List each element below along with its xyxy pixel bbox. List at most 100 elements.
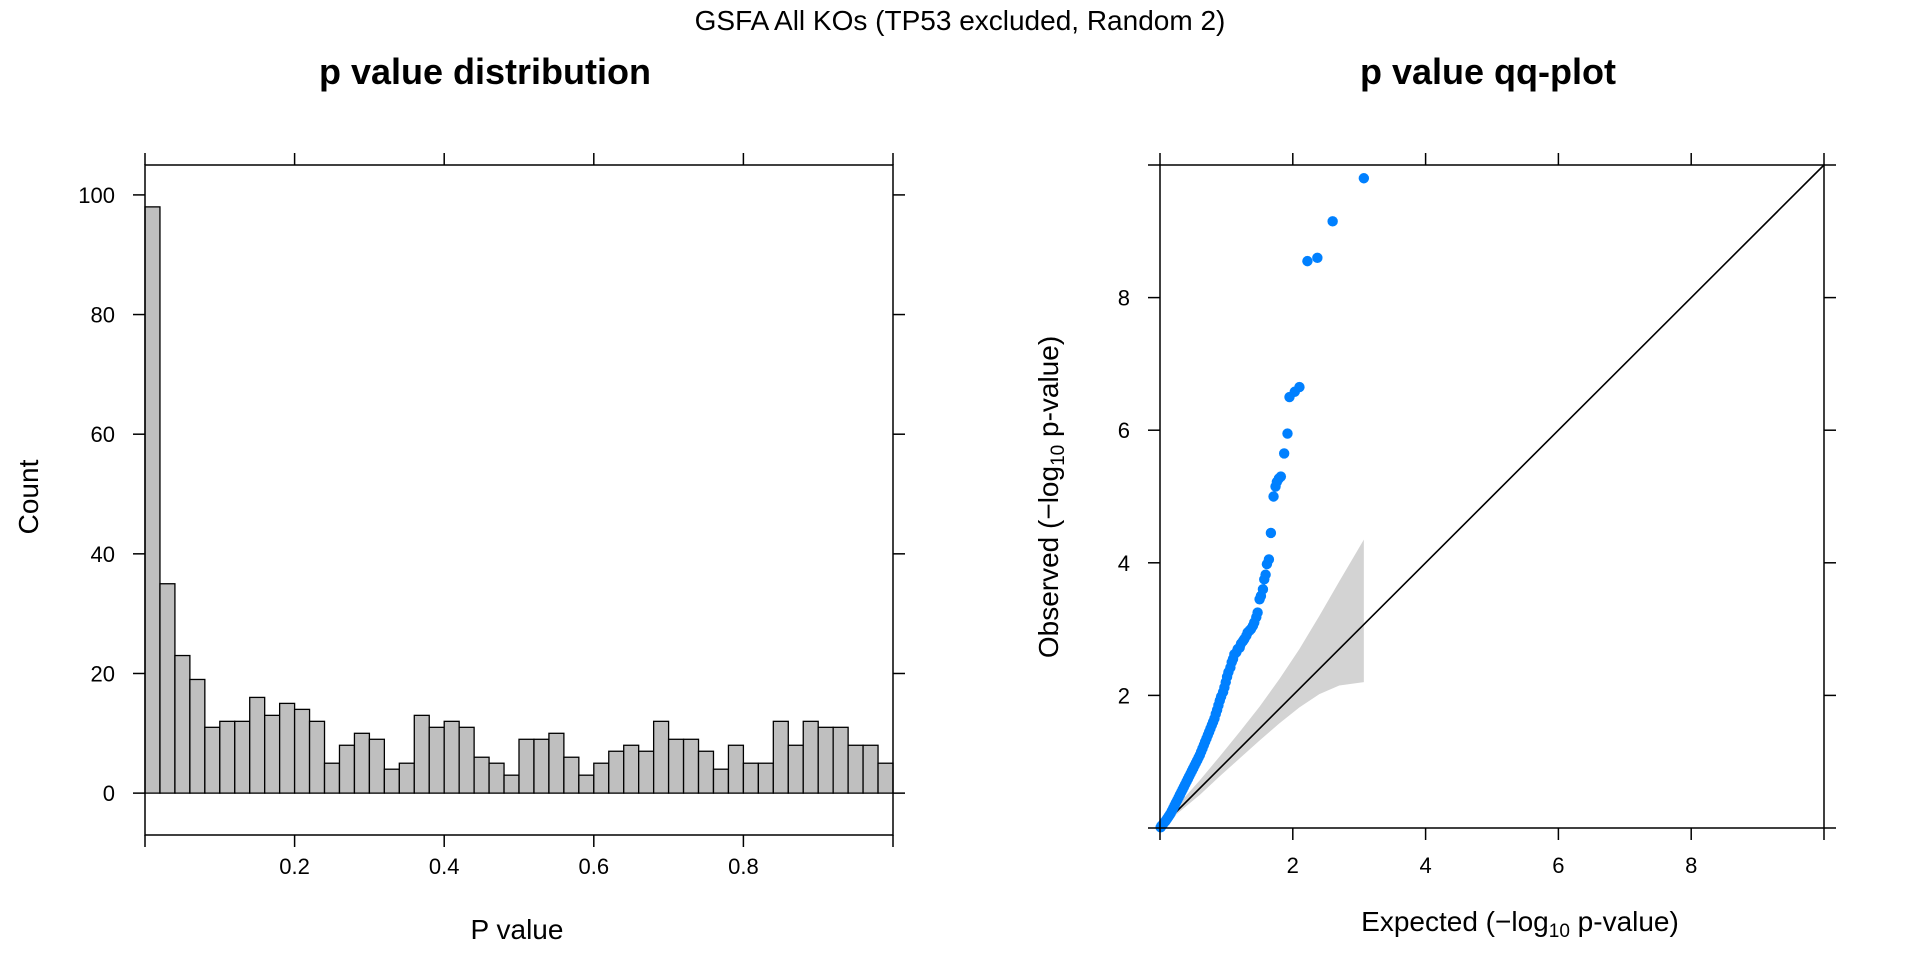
histogram-bar xyxy=(443,720,460,794)
qqplot-point xyxy=(1259,574,1270,585)
histogram-bar xyxy=(548,732,565,794)
histogram-plot-frame xyxy=(144,164,894,836)
qqplot-x-label-log: log xyxy=(1511,906,1548,937)
qqplot-x-label-minus: − xyxy=(1495,906,1511,937)
histogram-bar xyxy=(189,678,206,794)
qqplot-y-tick-label: 4 xyxy=(1118,551,1130,576)
histogram-x-tick-label: 0.4 xyxy=(429,854,460,879)
histogram-bar xyxy=(832,726,849,794)
histogram-bar xyxy=(563,756,580,794)
histogram-bar xyxy=(398,762,415,794)
histogram-bar xyxy=(623,744,640,794)
histogram-bar xyxy=(488,762,505,794)
histogram-axes: 0.2 0.4 0.6 0.8 0 20 40 60 80 100 xyxy=(78,153,905,879)
histogram-bar xyxy=(353,732,371,794)
histogram-bar xyxy=(757,762,774,794)
histogram-bar xyxy=(608,750,625,794)
qqplot-y-tick-label: 6 xyxy=(1118,418,1130,443)
qqplot-point xyxy=(1327,216,1338,227)
qqplot-point xyxy=(1278,448,1290,459)
qqplot-point xyxy=(1268,491,1279,502)
histogram-bar xyxy=(458,726,475,794)
histogram-bar xyxy=(234,720,251,794)
histogram-bar xyxy=(278,702,296,794)
qqplot-x-axis-label: Expected (−log10 p-value) xyxy=(1361,906,1679,942)
histogram-bar xyxy=(219,720,236,794)
histogram-y-tick-label: 60 xyxy=(91,422,115,447)
histogram-bar xyxy=(533,738,550,794)
histogram-bar xyxy=(338,744,356,794)
histogram-title: p value distribution xyxy=(319,51,651,92)
histogram-bar xyxy=(323,762,341,794)
histogram-bar xyxy=(293,708,311,794)
histogram-bar xyxy=(428,726,445,794)
histogram-x-tick-label: 0.8 xyxy=(728,854,759,879)
histogram-bar xyxy=(862,744,879,794)
histogram-bar xyxy=(593,762,610,794)
histogram-bar xyxy=(159,583,176,794)
qqplot-point xyxy=(1284,391,1295,403)
qqplot-y-label-part: Observed ( xyxy=(1033,519,1064,658)
qqplot-point xyxy=(1358,173,1370,184)
qqplot-confidence-band xyxy=(1160,539,1364,828)
histogram-y-tick-label: 0 xyxy=(103,781,115,806)
histogram-y-tick-label: 100 xyxy=(78,183,115,208)
histogram-bar xyxy=(742,762,760,794)
histogram-bar xyxy=(638,750,655,794)
histogram-bar xyxy=(877,762,894,794)
histogram-bar xyxy=(383,768,400,794)
histogram-bar xyxy=(697,750,715,794)
qqplot-x-label-subscript: 10 xyxy=(1549,921,1570,942)
histogram-bar xyxy=(712,768,730,794)
histogram-bar xyxy=(817,726,834,794)
histogram-bar xyxy=(682,738,700,794)
histogram-bar xyxy=(264,714,281,794)
histogram-bar xyxy=(503,774,520,794)
qqplot-y-label-log: log xyxy=(1033,466,1064,503)
histogram-bar xyxy=(174,654,191,794)
histogram-bar xyxy=(144,206,161,794)
qqplot-point xyxy=(1312,252,1323,264)
qqplot-y-tick-label: 2 xyxy=(1118,683,1130,708)
qqplot-title: p value qq-plot xyxy=(1360,51,1616,92)
qqplot-x-tick-label: 4 xyxy=(1419,853,1431,878)
figure-suptitle: GSFA All KOs (TP53 excluded, Random 2) xyxy=(695,5,1226,36)
qqplot-points xyxy=(1155,173,1370,833)
histogram-y-axis-label: Count xyxy=(13,459,44,534)
histogram-bar xyxy=(652,720,670,794)
histogram-bar xyxy=(413,714,430,794)
histogram-bar xyxy=(727,744,745,794)
histogram-y-tick-label: 40 xyxy=(91,542,115,567)
histogram-bar xyxy=(368,738,386,794)
qqplot-point xyxy=(1261,558,1273,570)
qqplot-x-label-part: Expected ( xyxy=(1361,906,1496,937)
histogram-bar xyxy=(667,738,685,794)
qqplot-point xyxy=(1282,428,1293,439)
qqplot-point xyxy=(1265,527,1277,539)
histogram-bar xyxy=(787,744,804,794)
histogram-bar xyxy=(204,726,221,794)
qqplot-axes: 2 4 6 8 2 4 6 8 xyxy=(1118,153,1836,878)
histogram-bar xyxy=(249,696,266,794)
qqplot-point xyxy=(1270,481,1281,492)
histogram-bar xyxy=(847,744,864,794)
histogram-y-tick-label: 80 xyxy=(91,303,115,328)
histogram-bar xyxy=(308,720,326,794)
histogram-panel: p value distribution 0.2 0.4 0.6 0.8 0 20 40 60… xyxy=(13,51,905,945)
qqplot-x-tick-label: 2 xyxy=(1287,853,1299,878)
histogram-x-tick-label: 0.6 xyxy=(579,854,610,879)
qqplot-y-axis-label: Observed (−log10 p-value) xyxy=(1033,336,1069,658)
qqplot-reference-line xyxy=(1159,164,1825,829)
qqplot-y-tick-label: 8 xyxy=(1118,286,1130,311)
qqplot-y-label-subscript: 10 xyxy=(1048,445,1069,466)
qqplot-y-label-minus: − xyxy=(1033,503,1064,519)
histogram-x-axis-label: P value xyxy=(471,914,564,945)
qqplot-y-label-rest: p-value) xyxy=(1033,336,1064,445)
histogram-bar xyxy=(802,720,819,794)
qqplot-x-tick-label: 8 xyxy=(1685,853,1697,878)
histogram-bar xyxy=(772,720,789,794)
qqplot-x-tick-label: 6 xyxy=(1552,853,1564,878)
qqplot-plot-frame xyxy=(1159,164,1825,829)
